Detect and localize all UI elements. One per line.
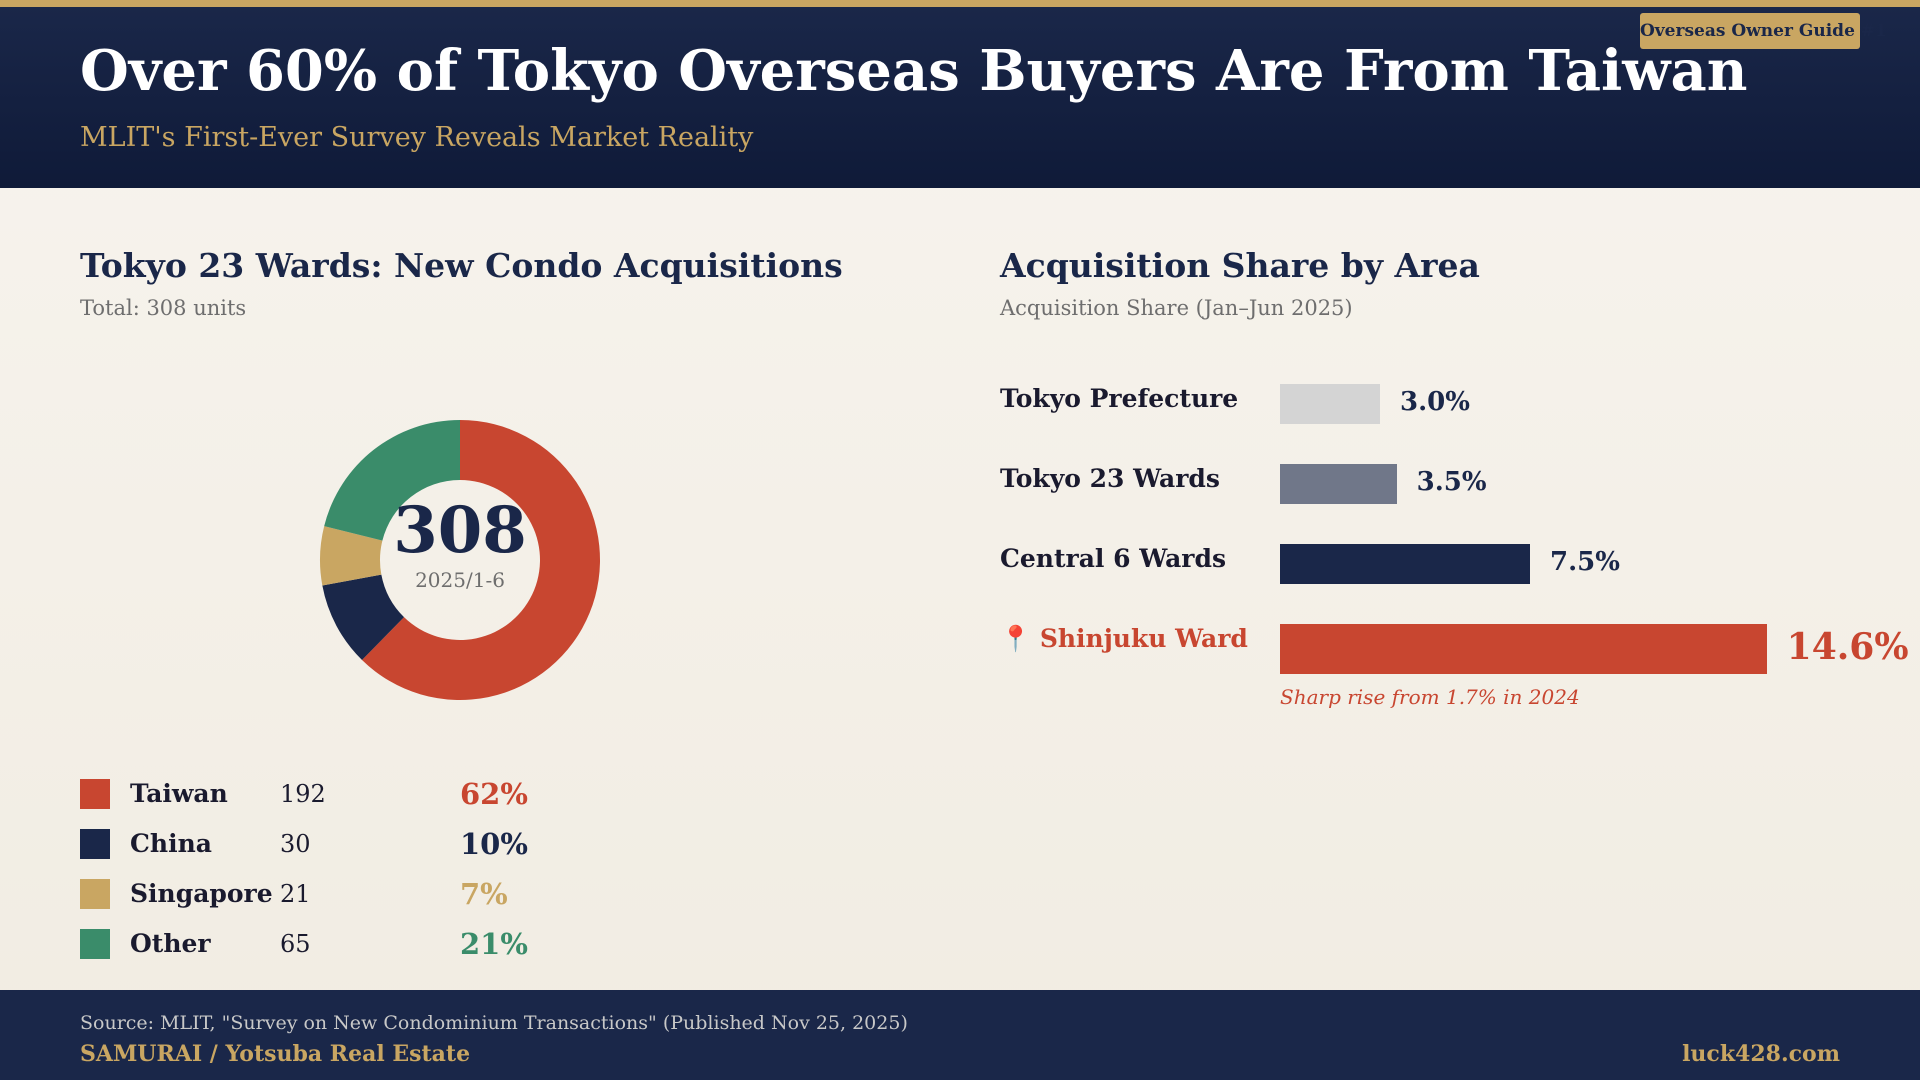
source-citation: Source: MLIT, "Survey on New Condominium… — [80, 1012, 908, 1034]
website-link[interactable]: luck428.com — [1682, 1041, 1840, 1067]
donut-center-label: 2025/1-6 — [415, 568, 505, 592]
bar-label-tokyo-23-wards: Tokyo 23 Wards — [1000, 464, 1220, 493]
bar-label-tokyo-prefecture: Tokyo Prefecture — [1000, 384, 1239, 413]
bar-section-subtitle: Acquisition Share (Jan–Jun 2025) — [1000, 296, 1353, 320]
legend-swatch — [80, 779, 110, 809]
legend-label: China — [130, 829, 212, 858]
legend-count: 30 — [280, 830, 311, 858]
legend-count: 21 — [280, 880, 311, 908]
legend-label: Singapore — [130, 879, 273, 908]
legend-swatch — [80, 929, 110, 959]
page-subtitle: MLIT's First-Ever Survey Reveals Market … — [80, 122, 754, 153]
donut-chart: 308 2025/1-6 — [320, 420, 600, 700]
page-title: Over 60% of Tokyo Overseas Buyers Are Fr… — [80, 38, 1748, 104]
donut-section-subtitle: Total: 308 units — [80, 296, 247, 320]
donut-center-value: 308 — [393, 493, 527, 568]
donut-slice-other — [324, 420, 460, 541]
bar-central-6-wards — [1280, 544, 1530, 584]
donut-section-title: Tokyo 23 Wards: New Condo Acquisitions — [80, 246, 843, 285]
legend-percent: 10% — [460, 827, 528, 861]
legend-percent: 21% — [460, 927, 528, 961]
donut-slice-taiwan — [362, 420, 600, 700]
top-accent-bar — [0, 0, 1920, 7]
donut-slice-china — [322, 574, 405, 660]
bar-value-label: 3.5% — [1416, 467, 1487, 497]
donut-slice-singapore — [320, 526, 383, 586]
bar-value-label: 3.0% — [1400, 387, 1470, 417]
bar-tokyo-prefecture — [1280, 384, 1380, 424]
bar-value-label: 14.6% — [1786, 626, 1909, 668]
footer — [0, 990, 1920, 1080]
bar-tokyo-23-wards — [1280, 464, 1397, 504]
bar-label-central-6-wards: Central 6 Wards — [1000, 544, 1227, 573]
bar-value-label: 7.5% — [1550, 547, 1620, 577]
bar-shinjuku-ward — [1280, 624, 1767, 674]
brand-name: SAMURAI / Yotsuba Real Estate — [80, 1041, 471, 1067]
legend-count: 65 — [280, 930, 311, 958]
legend-swatch — [80, 829, 110, 859]
legend-percent: 7% — [460, 877, 508, 911]
guide-badge: Overseas Owner Guide #1 — [1640, 13, 1887, 49]
legend-label: Other — [130, 929, 211, 958]
legend-percent: 62% — [460, 777, 528, 811]
legend-swatch — [80, 879, 110, 909]
bar-section-title: Acquisition Share by Area — [1000, 246, 1480, 285]
legend-count: 192 — [280, 780, 326, 808]
legend-label: Taiwan — [130, 779, 228, 808]
bar-label-shinjuku-ward: 📍 Shinjuku Ward — [1000, 624, 1248, 653]
header — [0, 7, 1920, 188]
shinjuku-note: Sharp rise from 1.7% in 2024 — [1280, 685, 1580, 709]
